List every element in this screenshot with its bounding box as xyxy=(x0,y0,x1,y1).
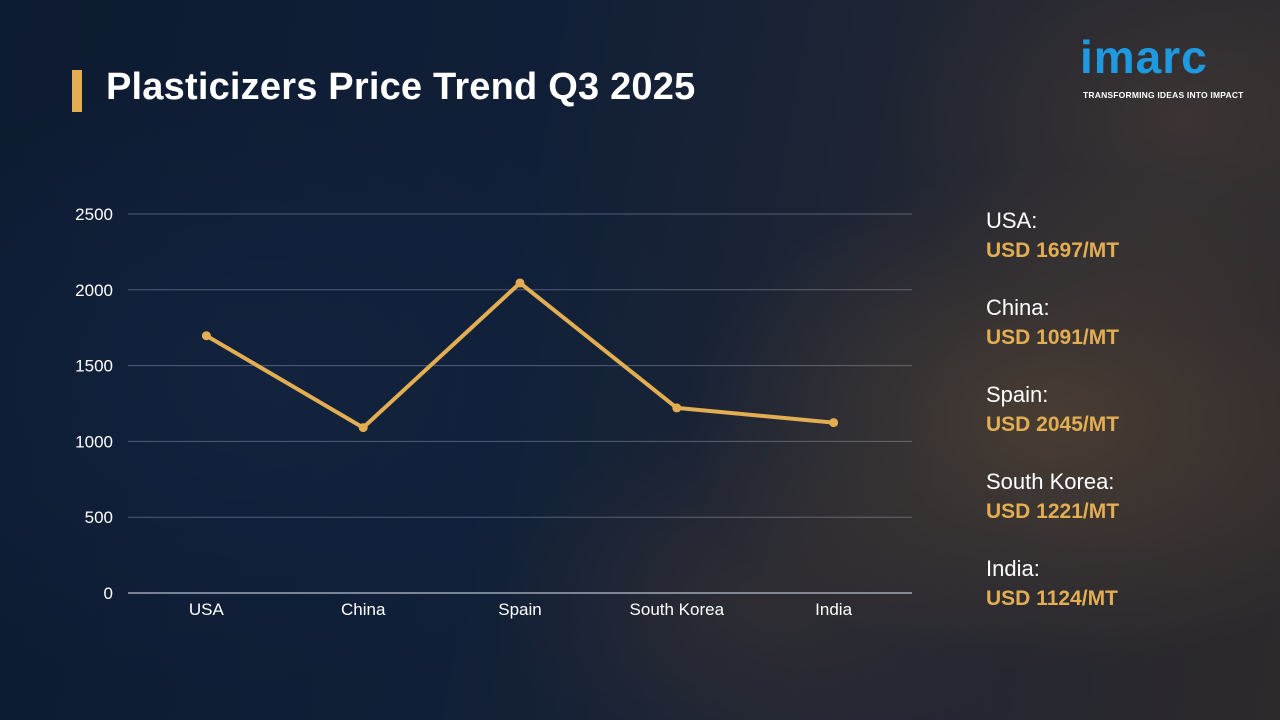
chart-gridlines xyxy=(128,213,912,594)
price-country-label: South Korea: xyxy=(986,469,1115,494)
y-tick-label: 0 xyxy=(104,584,113,603)
y-tick-label: 2000 xyxy=(75,281,113,300)
price-country-label: China: xyxy=(986,295,1050,320)
y-tick-label: 1000 xyxy=(75,432,113,451)
title-accent-bar xyxy=(72,70,82,112)
data-point xyxy=(829,418,839,428)
x-tick-label: Spain xyxy=(498,600,541,619)
series-line xyxy=(204,280,836,430)
x-tick-label: South Korea xyxy=(630,600,725,619)
chart-x-ticks: USA China Spain South Korea India xyxy=(189,600,853,619)
imarc-logo: imarc TRANSFORMING IDEAS INTO IMPACT xyxy=(1080,34,1250,106)
y-tick-label: 2500 xyxy=(75,205,113,224)
price-value: USD 1221/MT xyxy=(986,500,1120,523)
data-point xyxy=(201,331,211,341)
chart-series xyxy=(201,278,839,433)
logo-wordmark: imarc xyxy=(1080,31,1208,83)
x-tick-label: India xyxy=(815,600,852,619)
data-point xyxy=(515,278,525,288)
page-title: Plasticizers Price Trend Q3 2025 xyxy=(106,66,696,108)
price-country-label: USA: xyxy=(986,208,1038,233)
price-value: USD 2045/MT xyxy=(986,413,1120,436)
price-value: USD 1124/MT xyxy=(986,587,1118,610)
price-panel: USA: USD 1697/MT China: USD 1091/MT Spai… xyxy=(986,206,1246,641)
price-item-spain: Spain: USD 2045/MT xyxy=(986,380,1246,467)
x-tick-label: China xyxy=(341,600,386,619)
price-item-south-korea: South Korea: USD 1221/MT xyxy=(986,467,1246,554)
data-point xyxy=(672,403,682,413)
price-country-label: Spain: xyxy=(986,382,1049,407)
y-tick-label: 1500 xyxy=(75,357,113,376)
chart-y-ticks: 0 500 1000 1500 2000 2500 xyxy=(75,205,113,603)
y-tick-label: 500 xyxy=(85,508,113,527)
data-point xyxy=(358,423,368,433)
x-tick-label: USA xyxy=(189,600,225,619)
price-country-label: India: xyxy=(986,556,1040,581)
price-value: USD 1697/MT xyxy=(986,239,1120,262)
logo-tagline: TRANSFORMING IDEAS INTO IMPACT xyxy=(1083,90,1244,100)
price-item-usa: USA: USD 1697/MT xyxy=(986,206,1246,293)
price-value: USD 1091/MT xyxy=(986,326,1120,349)
price-item-china: China: USD 1091/MT xyxy=(986,293,1246,380)
price-item-india: India: USD 1124/MT xyxy=(986,554,1246,641)
